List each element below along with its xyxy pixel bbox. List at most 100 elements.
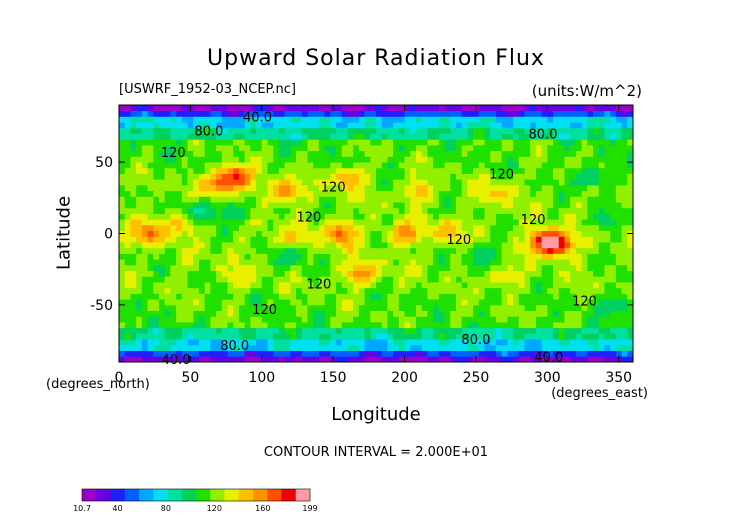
- field-cell: [564, 236, 571, 243]
- field-cell: [147, 299, 154, 306]
- field-cell: [604, 350, 611, 357]
- field-cell: [290, 270, 297, 277]
- field-cell: [227, 356, 234, 363]
- field-cell: [313, 344, 320, 351]
- field-cell: [478, 110, 485, 117]
- field-cell: [238, 213, 246, 220]
- field-cell: [267, 236, 274, 243]
- field-cell: [513, 184, 520, 192]
- field-cell: [301, 259, 308, 266]
- field-cell: [513, 264, 520, 272]
- field-cell: [181, 173, 188, 180]
- field-cell: [210, 179, 217, 186]
- field-cell: [473, 156, 480, 163]
- field-cell: [227, 270, 234, 277]
- field-cell: [564, 242, 571, 249]
- field-cell: [216, 162, 223, 169]
- field-cell: [581, 344, 588, 351]
- field-cell: [507, 350, 514, 357]
- field-cell: [147, 190, 154, 197]
- field-cell: [615, 304, 622, 311]
- field-cell: [119, 184, 126, 192]
- field-cell: [490, 202, 497, 209]
- field-cell: [307, 179, 314, 186]
- field-cell: [318, 259, 325, 266]
- field-cell: [484, 264, 491, 272]
- field-cell: [535, 144, 543, 152]
- field-cell: [587, 105, 594, 112]
- field-cell: [455, 127, 463, 134]
- field-cell: [478, 316, 485, 323]
- field-cell: [170, 333, 177, 340]
- field-cell: [193, 196, 200, 203]
- field-cell: [353, 304, 360, 311]
- field-cell: [604, 287, 611, 294]
- field-cell: [467, 299, 474, 306]
- field-cell: [256, 282, 263, 289]
- field-cell: [193, 293, 200, 300]
- field-cell: [376, 299, 383, 306]
- field-cell: [307, 327, 314, 334]
- field-cell: [570, 253, 577, 260]
- field-cell: [410, 116, 417, 123]
- y-axis-label: Latitude: [53, 195, 75, 271]
- field-cell: [484, 270, 491, 277]
- field-cell: [250, 344, 257, 351]
- field-cell: [473, 196, 480, 203]
- field-cell: [427, 116, 434, 123]
- field-cell: [535, 122, 543, 129]
- field-cell: [204, 264, 211, 272]
- field-cell: [176, 144, 183, 152]
- field-cell: [181, 144, 188, 152]
- field-cell: [370, 179, 377, 186]
- field-cell: [233, 196, 240, 203]
- field-cell: [553, 344, 560, 351]
- field-cell: [490, 139, 497, 146]
- field-cell: [535, 264, 543, 272]
- field-cell: [570, 339, 577, 346]
- field-cell: [398, 156, 405, 163]
- field-cell: [244, 316, 251, 323]
- field-cell: [381, 196, 388, 203]
- field-cell: [427, 207, 434, 214]
- field-cell: [307, 230, 314, 237]
- field-cell: [221, 173, 228, 180]
- field-cell: [278, 156, 286, 163]
- y-tick-label: -50: [90, 298, 113, 314]
- field-cell: [381, 224, 388, 232]
- field-cell: [615, 110, 622, 117]
- field-cell: [501, 339, 508, 346]
- field-cell: [393, 144, 400, 152]
- field-cell: [124, 202, 131, 209]
- field-cell: [564, 259, 571, 266]
- field-cell: [387, 264, 394, 272]
- field-cell: [273, 156, 280, 163]
- field-cell: [553, 322, 560, 329]
- field-cell: [153, 287, 160, 294]
- field-cell: [478, 116, 485, 123]
- field-cell: [313, 133, 320, 140]
- field-cell: [256, 236, 263, 243]
- field-cell: [267, 333, 274, 340]
- field-cell: [490, 310, 497, 317]
- field-cell: [284, 236, 291, 243]
- field-cell: [478, 304, 485, 311]
- field-cell: [615, 213, 622, 220]
- field-cell: [216, 213, 223, 220]
- field-cell: [513, 236, 520, 243]
- field-cell: [130, 327, 137, 334]
- field-cell: [330, 242, 337, 249]
- field-cell: [370, 150, 377, 157]
- field-cell: [358, 247, 365, 254]
- field-cell: [233, 344, 240, 351]
- field-cell: [438, 110, 445, 117]
- field-cell: [324, 242, 331, 249]
- field-cell: [615, 133, 622, 140]
- field-cell: [307, 236, 314, 243]
- field-cell: [410, 242, 417, 249]
- field-cell: [181, 179, 188, 186]
- field-cell: [170, 316, 177, 323]
- field-cell: [587, 156, 594, 163]
- field-cell: [444, 144, 451, 152]
- field-cell: [415, 110, 423, 117]
